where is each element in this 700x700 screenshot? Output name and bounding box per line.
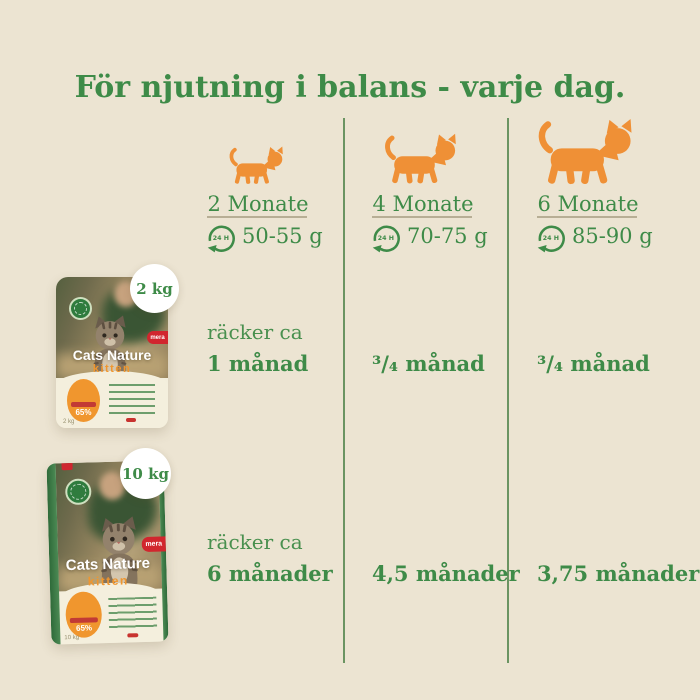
page-title: För njutning i balans - varje dag. xyxy=(74,70,626,106)
24h-icon-label: 24 H xyxy=(378,235,394,242)
duration-2kg-6months: ³/₄ månad xyxy=(537,351,650,376)
oval-band xyxy=(69,617,98,624)
age-label-4-months: 4 Monate xyxy=(372,192,474,216)
lasts-approx-label: räcker ca xyxy=(207,530,303,554)
header-underline xyxy=(207,216,307,218)
cat-large-icon xyxy=(536,118,637,186)
protein-note: 65% xyxy=(75,623,93,633)
bag-top-tab xyxy=(61,462,73,471)
mini-logo xyxy=(126,418,136,422)
age-label-2-months: 2 Monate xyxy=(207,192,309,216)
column-divider xyxy=(343,118,345,663)
daily-portion-2-months: 24 H 50-55 g xyxy=(205,222,355,256)
nutrient-oval: 65% xyxy=(67,379,100,422)
duration-10kg-6months: 3,75 månader xyxy=(537,561,700,586)
24h-cycle-icon: 24 H xyxy=(537,225,565,253)
brand-badge: mera xyxy=(147,331,168,344)
ingredient-text-lines xyxy=(108,596,158,630)
duration-2kg-4months: ³/₄ månad xyxy=(372,351,485,376)
portion-value: 70-75 g xyxy=(407,224,488,248)
pack-weight-label: 2 kg xyxy=(63,419,75,425)
daily-portion-6-months: 24 H 85-90 g xyxy=(535,222,685,256)
brand-name: Cats Nature xyxy=(72,347,152,363)
age-label-6-months: 6 Monate xyxy=(537,192,639,216)
cat-medium-icon xyxy=(383,133,460,185)
brand-name: Cats Nature xyxy=(65,554,151,575)
protein-note: 65% xyxy=(75,408,92,417)
quality-seal-icon xyxy=(69,297,92,320)
24h-cycle-icon: 24 H xyxy=(207,225,235,253)
header-underline xyxy=(372,216,472,218)
oval-band xyxy=(70,402,97,407)
24h-icon-label: 24 H xyxy=(543,235,559,242)
size-badge-10kg: 10 kg xyxy=(120,448,171,499)
pack-weight-label: 10 kg xyxy=(64,634,80,642)
daily-portion-4-months: 24 H 70-75 g xyxy=(370,222,520,256)
column-divider xyxy=(507,118,509,663)
size-badge-2kg: 2 kg xyxy=(130,264,179,313)
portion-value: 50-55 g xyxy=(242,224,323,248)
mini-logo xyxy=(127,633,139,638)
24h-cycle-icon: 24 H xyxy=(372,225,400,253)
portion-value: 85-90 g xyxy=(572,224,653,248)
duration-2kg-2months: 1 månad xyxy=(207,351,309,376)
duration-10kg-2months: 6 månader xyxy=(207,561,333,586)
brand-badge: mera xyxy=(141,536,166,553)
lasts-approx-label: räcker ca xyxy=(207,320,303,344)
cat-small-icon xyxy=(228,146,286,185)
24h-icon-label: 24 H xyxy=(213,235,229,242)
ingredient-text-lines xyxy=(109,384,155,414)
product-line: kitten xyxy=(92,363,132,375)
header-underline xyxy=(537,216,637,218)
duration-10kg-4months: 4,5 månader xyxy=(372,561,520,586)
